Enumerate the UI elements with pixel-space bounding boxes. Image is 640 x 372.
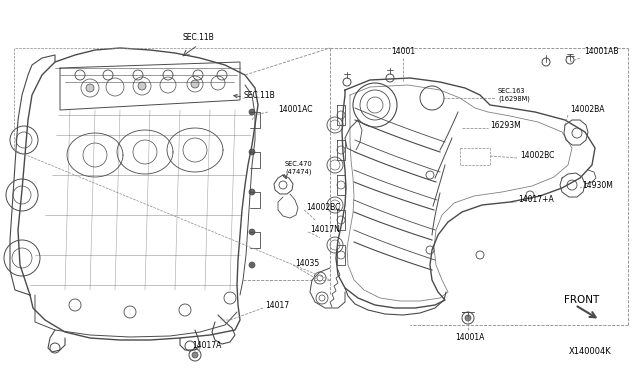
Text: 14002BC: 14002BC <box>520 151 554 160</box>
Text: 14017A: 14017A <box>192 340 221 350</box>
Circle shape <box>249 109 255 115</box>
Circle shape <box>191 80 199 88</box>
Circle shape <box>249 189 255 195</box>
Text: 14001A: 14001A <box>455 334 484 343</box>
Text: X140004K: X140004K <box>568 347 611 356</box>
Text: 14930M: 14930M <box>582 180 613 189</box>
Text: 14017N: 14017N <box>310 225 340 234</box>
Circle shape <box>249 149 255 155</box>
Text: FRONT: FRONT <box>564 295 599 305</box>
Circle shape <box>138 82 146 90</box>
Text: SEC.163
(16298M): SEC.163 (16298M) <box>498 88 530 102</box>
Text: 14002BC: 14002BC <box>306 203 340 212</box>
Text: SEC.11B: SEC.11B <box>244 90 276 99</box>
Circle shape <box>86 84 94 92</box>
Text: 14017+A: 14017+A <box>518 196 554 205</box>
Text: 14035: 14035 <box>295 259 319 267</box>
Text: SEC.11B: SEC.11B <box>182 33 214 42</box>
Text: 16293M: 16293M <box>490 121 521 129</box>
Text: 14017: 14017 <box>265 301 289 311</box>
Text: 14002BA: 14002BA <box>570 106 605 115</box>
Circle shape <box>192 352 198 358</box>
Text: 14001AB: 14001AB <box>584 48 618 57</box>
Text: 14001: 14001 <box>391 48 415 57</box>
Circle shape <box>249 262 255 268</box>
Text: SEC.470
(47474): SEC.470 (47474) <box>285 161 313 175</box>
Circle shape <box>465 315 471 321</box>
Text: 14001AC: 14001AC <box>278 106 312 115</box>
Circle shape <box>249 229 255 235</box>
